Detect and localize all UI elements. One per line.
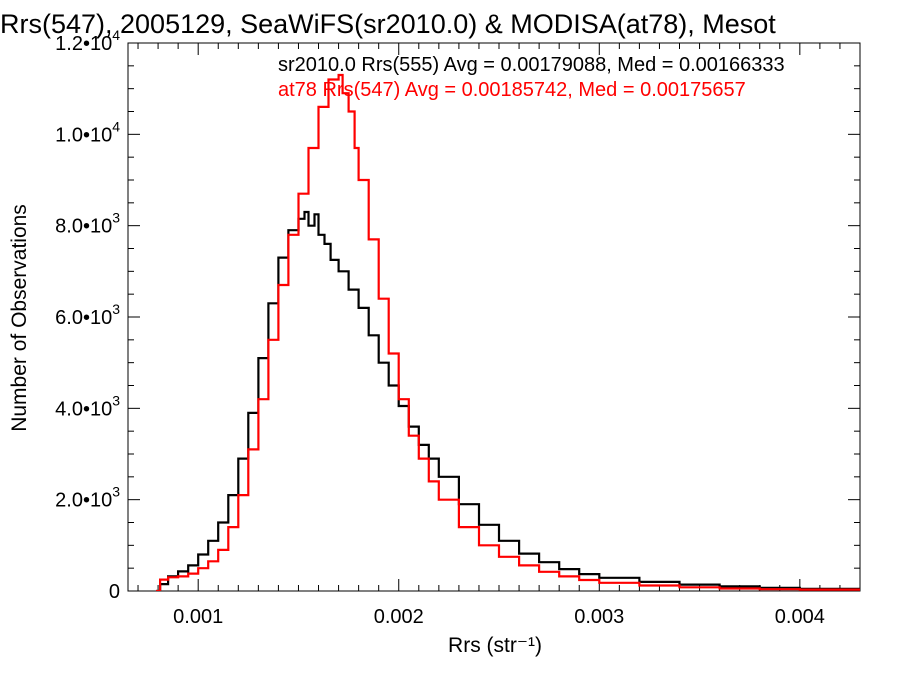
y-tick-label: 2.0•103 xyxy=(55,484,120,512)
chart-title: Rrs(547), 2005129, SeaWiFS(sr2010.0) & M… xyxy=(0,9,776,39)
y-tick-label: 1.2•104 xyxy=(55,27,120,55)
y-tick-exponent: 3 xyxy=(112,301,120,317)
y-tick-exponent: 3 xyxy=(112,484,120,500)
y-tick-exponent: 4 xyxy=(112,118,120,134)
y-tick-mantissa: 1.0•10 xyxy=(55,124,112,146)
y-tick-label: 8.0•103 xyxy=(55,210,120,238)
x-axis-label: Rrs (str⁻¹) xyxy=(448,634,542,657)
y-tick-exponent: 4 xyxy=(112,27,120,43)
legend-entry-0: sr2010.0 Rrs(555) Avg = 0.00179088, Med … xyxy=(278,54,785,76)
y-tick-mantissa: 0 xyxy=(109,581,120,603)
x-tick-label: 0.003 xyxy=(574,606,624,628)
x-tick-label: 0.002 xyxy=(374,606,424,628)
x-tick-label: 0.001 xyxy=(173,606,223,628)
x-tick-label: 0.004 xyxy=(775,606,825,628)
y-tick-label: 0 xyxy=(109,581,120,603)
y-tick-mantissa: 6.0•10 xyxy=(55,307,112,329)
y-axis-label: Number of Observations xyxy=(8,204,31,432)
series-layer xyxy=(156,73,860,591)
y-tick-exponent: 3 xyxy=(112,392,120,408)
series-line-1 xyxy=(156,73,860,591)
y-tick-label: 1.0•104 xyxy=(55,118,120,146)
series-line-0 xyxy=(156,210,860,591)
legend-entry-1: at78 Rrs(547) Avg = 0.00185742, Med = 0.… xyxy=(278,79,746,101)
y-tick-label: 4.0•103 xyxy=(55,392,120,420)
legend: sr2010.0 Rrs(555) Avg = 0.00179088, Med … xyxy=(278,54,785,101)
y-tick-exponent: 3 xyxy=(112,210,120,226)
y-tick-mantissa: 4.0•10 xyxy=(55,398,112,420)
y-tick-mantissa: 8.0•10 xyxy=(55,216,112,238)
y-tick-mantissa: 2.0•10 xyxy=(55,490,112,512)
y-tick-label: 6.0•103 xyxy=(55,301,120,329)
y-axis-ticks: 02.0•1034.0•1036.0•1038.0•1031.0•1041.2•… xyxy=(55,27,860,603)
y-tick-mantissa: 1.2•10 xyxy=(55,33,112,55)
